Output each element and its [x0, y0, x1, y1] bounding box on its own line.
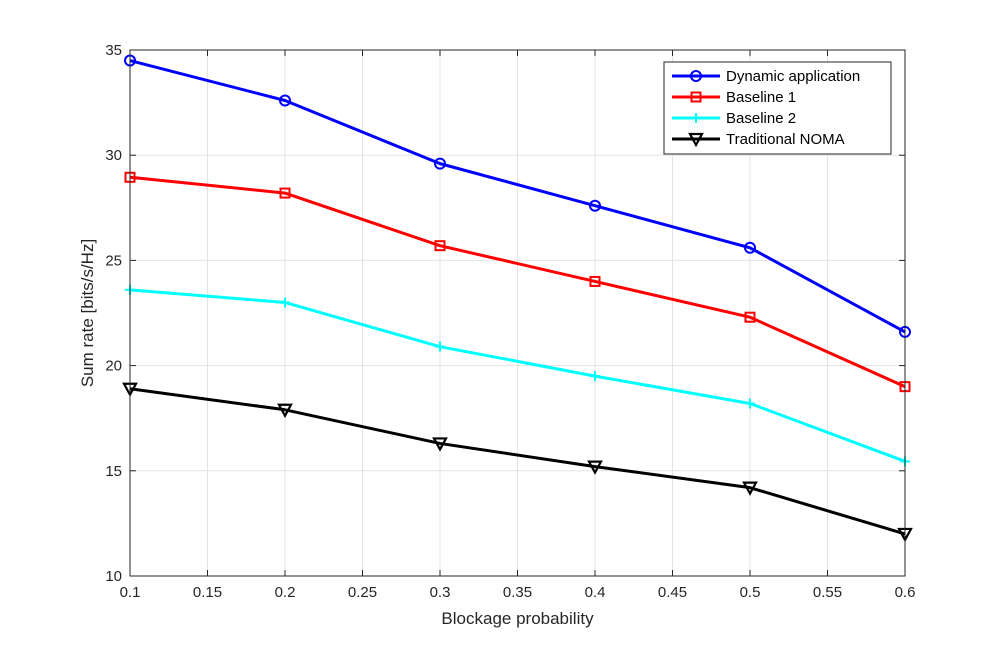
- data-point: [280, 297, 290, 308]
- data-point: [742, 481, 758, 496]
- x-tick-label: 0.2: [275, 584, 296, 601]
- x-tick-label: 0.4: [585, 584, 606, 601]
- y-tick-label: 10: [105, 568, 122, 585]
- x-axis-label: Blockage probability: [441, 609, 594, 628]
- x-tick-label: 0.1: [120, 584, 141, 601]
- legend-label: Baseline 2: [726, 110, 796, 127]
- axis-ticks: 0.1 0.15 0.2 0.25 0.3 0.35 0.4 0.45 0.5 0.55 0.6 10…: [105, 42, 915, 601]
- legend-entry: Baseline 1: [672, 89, 796, 106]
- data-point: [744, 311, 756, 323]
- legend-entry: Traditional NOMA: [672, 131, 845, 148]
- y-tick-label: 15: [105, 463, 122, 480]
- data-point: [589, 275, 601, 287]
- x-tick-label: 0.6: [895, 584, 916, 601]
- x-tick-label: 0.15: [193, 584, 222, 601]
- x-tick-label: 0.3: [430, 584, 451, 601]
- legend-marker: [688, 132, 704, 148]
- x-tick-label: 0.35: [503, 584, 532, 601]
- data-point: [435, 341, 445, 352]
- y-tick-label: 30: [105, 147, 122, 164]
- data-point: [744, 241, 756, 254]
- legend-marker: [691, 113, 701, 123]
- data-point: [277, 403, 293, 419]
- series-line: [129, 387, 906, 536]
- series-line: [129, 59, 906, 334]
- x-tick-label: 0.5: [740, 584, 761, 601]
- data-point: [745, 398, 755, 409]
- series-dynamic-application: [124, 54, 911, 338]
- x-tick-label: 0.55: [813, 584, 842, 601]
- legend: Dynamic application Baseline 1 Baseline 2 T…: [663, 61, 892, 155]
- y-axis-label: Sum rate [bits/s/Hz]: [78, 239, 97, 387]
- series-line: [129, 175, 906, 389]
- data-point: [589, 199, 601, 212]
- data-point: [279, 187, 291, 199]
- x-tick-label: 0.25: [348, 584, 377, 601]
- legend-marker: [690, 91, 702, 103]
- data-point: [434, 240, 446, 252]
- data-point: [434, 157, 446, 170]
- legend-entry: Dynamic application: [672, 68, 860, 85]
- legend-marker: [690, 70, 702, 82]
- y-tick-label: 35: [105, 42, 122, 59]
- data-point: [587, 460, 603, 475]
- data-point: [279, 94, 291, 107]
- legend-label: Traditional NOMA: [726, 131, 845, 148]
- x-tick-label: 0.45: [658, 584, 687, 601]
- series-line: [129, 288, 906, 463]
- legend-label: Dynamic application: [726, 68, 860, 85]
- legend-entry: Baseline 2: [672, 110, 796, 127]
- y-tick-label: 20: [105, 358, 122, 375]
- data-point: [432, 437, 448, 452]
- y-tick-label: 25: [105, 252, 122, 269]
- data-point: [590, 371, 600, 382]
- series-baseline-2: [125, 284, 910, 467]
- legend-label: Baseline 1: [726, 89, 796, 106]
